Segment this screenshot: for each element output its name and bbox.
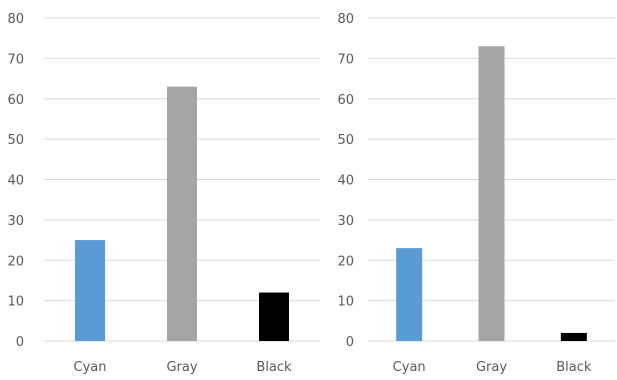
y-tick-label: 70: [337, 52, 354, 67]
bar-gray: [167, 86, 197, 341]
chart-panel-left: 0 10 20 30 40 50 60 70 80 Cyan Gray Black: [7, 12, 320, 375]
x-category-label: Black: [256, 360, 292, 375]
bar-cyan: [75, 240, 105, 341]
y-tick-label: 30: [7, 214, 24, 229]
y-tick-label: 40: [337, 174, 354, 189]
bar-black: [259, 292, 289, 341]
x-category-label: Cyan: [393, 360, 426, 375]
x-category-label: Cyan: [74, 360, 107, 375]
bar-black: [560, 332, 587, 341]
y-tick-label: 10: [337, 295, 354, 310]
y-tick-label: 40: [7, 174, 24, 189]
bar-gray: [478, 46, 505, 341]
y-tick-label: 20: [337, 254, 354, 269]
y-tick-label: 80: [7, 12, 24, 27]
y-tick-label: 50: [7, 133, 24, 148]
y-tick-label: 60: [7, 93, 24, 108]
x-category-label: Black: [556, 360, 592, 375]
y-tick-label: 0: [346, 335, 354, 350]
y-tick-label: 10: [7, 295, 24, 310]
chart-panel-right: 0 10 20 30 40 50 60 70 80 Cyan Gray Black: [337, 12, 615, 375]
y-tick-label: 30: [337, 214, 354, 229]
y-tick-label: 60: [337, 93, 354, 108]
y-tick-label: 50: [337, 133, 354, 148]
y-tick-label: 80: [337, 12, 354, 27]
y-tick-label: 0: [16, 335, 24, 350]
y-tick-label: 20: [7, 254, 24, 269]
x-category-label: Gray: [166, 360, 197, 375]
y-tick-label: 70: [7, 52, 24, 67]
x-category-label: Gray: [476, 360, 507, 375]
bar-cyan: [396, 248, 423, 341]
